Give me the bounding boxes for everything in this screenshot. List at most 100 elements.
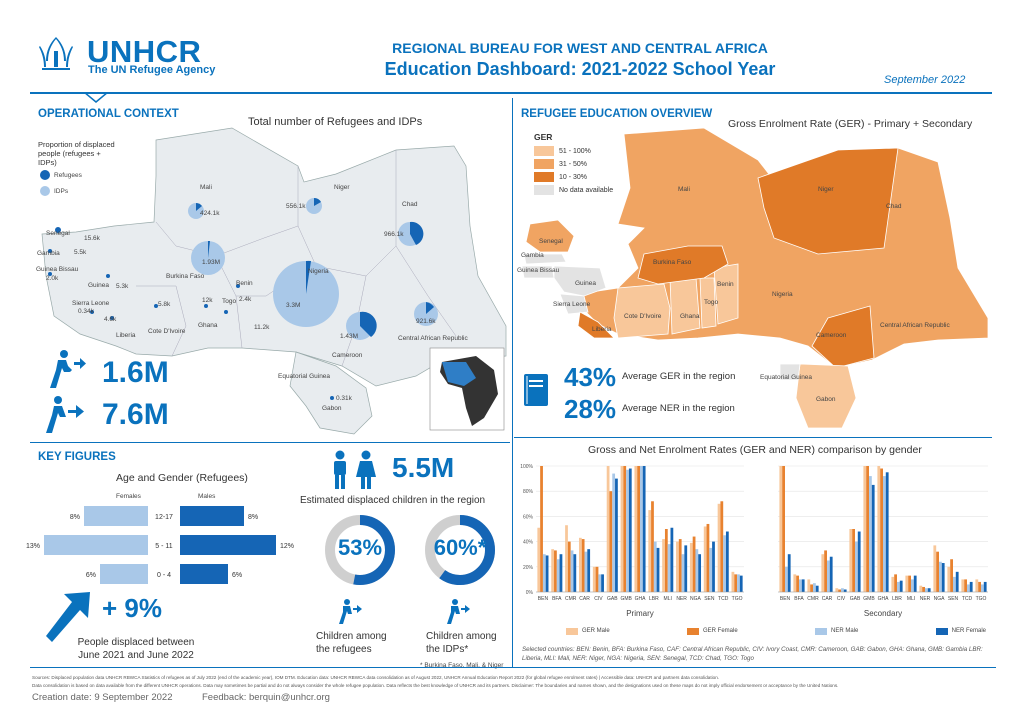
bar-ger-female [609,491,613,592]
y-tick-label: 100% [520,464,533,470]
map-value-liberia: 4.6k [104,316,117,323]
refugees-idps-map [41,127,507,435]
map-value-mali: 424.1k [200,210,220,217]
ger-label-liberia: Liberia [592,326,612,333]
x-tick-label: BFA [794,596,804,602]
bar-ger-female [678,539,682,592]
refugee-children-caption: Children among the refugees [316,631,387,655]
map-label-gabon: Gabon [322,405,342,412]
bar-ger-female [810,584,813,592]
bar-ger-male [975,579,979,592]
bar-ger-male [592,566,596,592]
bar-ger-male [961,579,965,592]
x-tick-label: LBR [649,596,659,602]
bar-ger-female [922,586,925,592]
map-pie-nigeria [273,260,339,327]
bar-ner-female [871,484,875,592]
ger-legend-swatch [534,159,554,169]
bar-ner-female [955,571,959,592]
male-bar [180,535,276,555]
male-percent-label: 8% [248,514,258,521]
bar-ner-female [857,531,861,592]
bar-ner-male [681,554,685,592]
bar-ner-male [584,551,588,592]
map-pie-mali [188,203,204,219]
idp-children-percent: 60%* [433,535,487,560]
bar-ger-female [623,466,627,592]
ger-legend-swatch [534,172,554,182]
female-percent-label: 6% [86,572,96,579]
x-tick-label: GMB [620,596,632,602]
legend-refugees: Refugees [54,172,82,179]
x-tick-label: TCD [718,596,729,602]
ger-label-burkina-faso: Burkina Faso [653,259,692,266]
map-value-ghana: 12k [202,297,213,304]
bar-ger-female [978,581,981,592]
vertical-divider [512,98,513,668]
bar-ner-male [799,579,802,592]
x-tick-label: LBR [892,596,902,602]
chart-legend-label: GER Female [703,628,738,634]
x-tick-label: CIV [594,596,603,602]
x-tick-label: TCD [962,596,973,602]
ger-label-chad: Chad [886,203,902,210]
ger-label-togo: Togo [704,299,719,306]
map-label-car: Central African Republic [398,335,468,342]
bar-ner-male [953,576,956,592]
bar-ger-male [565,525,568,592]
map-label-guinea-bissau: Guinea Bissau [36,266,79,273]
bar-ner-male [542,554,546,592]
bar-ner-female [615,478,618,592]
ger-legend-swatch [534,185,554,195]
map-label-senegal: Senegal [46,230,70,237]
map-label-gambia: Gambia [37,250,60,257]
map-label-benin: Benin [236,280,253,287]
education-overview-heading: REFUGEE EDUCATION OVERVIEW [521,108,713,120]
idps-total: 7.6M [102,398,169,431]
bar-ner-female [829,556,833,592]
x-tick-label: NER [676,596,687,602]
map-legend-title: Proportion of displaced people (refugees… [38,140,115,167]
refugee-child-icon [339,599,362,624]
legend-idps: IDPs [54,188,69,195]
operational-context-heading: OPERATIONAL CONTEXT [38,108,179,120]
ger-label-guinea: Guinea [575,280,596,287]
x-tick-label: TGO [732,596,743,602]
bar-ger-male [877,466,881,592]
bar-ger-male [849,529,853,592]
bar-ger-female [554,550,557,592]
bar-ner-female [698,554,702,592]
logo-name: UNHCR [87,34,202,69]
x-tick-label: GHA [878,596,890,602]
bar-ner-male [925,588,928,592]
bar-ner-female [656,547,660,592]
bar-ger-female [637,466,640,592]
bar-ner-female [885,472,889,592]
bar-ner-female [801,579,805,592]
bar-ger-male [779,466,783,592]
x-tick-label: CMR [565,596,577,602]
avg-ger: 43% [564,362,617,392]
bar-ger-female [838,589,841,592]
map-value-cote-divoire: 5.8k [158,301,171,308]
y-tick-label: 80% [523,489,534,495]
map-label-nigeria: Nigeria [308,268,329,275]
children-total: 5.5M [392,452,455,483]
map-value-burkina-faso: 1.93M [202,259,221,266]
x-tick-label: CIV [837,596,846,602]
bar-ger-female [706,523,710,592]
bar-ger-male [905,575,909,592]
bar-ner-male [640,466,643,592]
refugees-idps-map-title: Total number of Refugees and IDPs [248,116,423,128]
bar-ner-male [897,581,900,592]
map-label-chad: Chad [402,201,418,208]
ger-map-title: Gross Enrolment Rate (GER) - Primary + S… [728,118,973,130]
bar-ner-female [545,555,549,592]
bar-ger-male [863,466,867,592]
bar-ner-female [899,580,903,592]
bar-ner-male [981,584,984,592]
ger-legend-label: No data available [559,186,614,194]
age-group-label: 12-17 [155,514,173,521]
feedback-link[interactable]: Feedback: berquin@unhcr.org [202,692,330,703]
x-tick-label: CAR [822,596,833,602]
